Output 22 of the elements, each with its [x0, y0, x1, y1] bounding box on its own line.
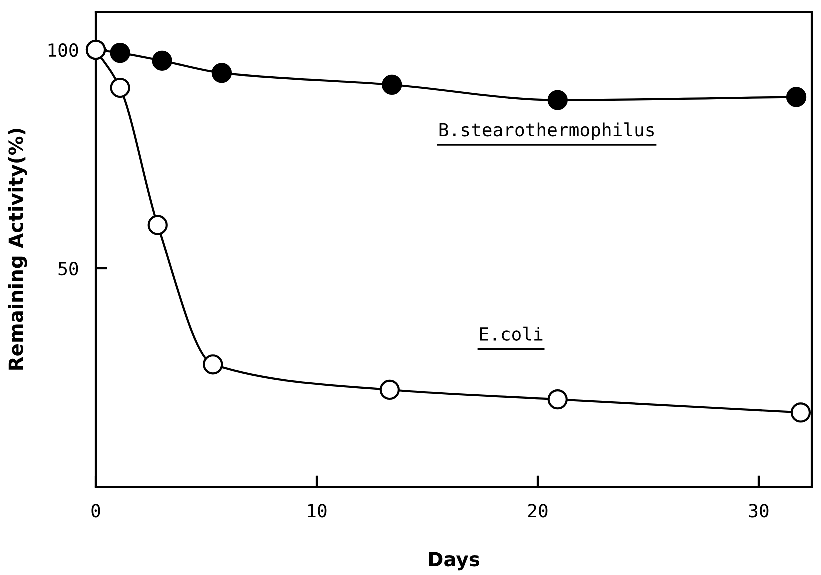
x-tick-label: 0 — [92, 504, 100, 518]
y-tick-label: 100 — [48, 44, 78, 58]
point — [212, 63, 232, 84]
point — [380, 380, 400, 400]
point — [790, 402, 812, 423]
x-tick-label: 30 — [749, 504, 769, 518]
point — [548, 390, 568, 410]
point — [548, 90, 568, 110]
x-tick-label: 20 — [528, 504, 548, 518]
text: E.coli — [480, 326, 543, 341]
series-label: B.stearothermophilus — [440, 122, 654, 140]
x-axis-title: Days — [429, 552, 480, 571]
point — [203, 354, 224, 375]
y-tick-label: 50 — [58, 262, 78, 276]
x-tick-label: 10 — [308, 504, 327, 518]
point — [786, 87, 807, 108]
point — [148, 215, 168, 236]
point — [110, 78, 130, 98]
point — [110, 43, 130, 64]
y-axis-title: Remaining Activity(%) — [8, 129, 28, 370]
point — [382, 74, 402, 96]
point — [152, 50, 172, 72]
